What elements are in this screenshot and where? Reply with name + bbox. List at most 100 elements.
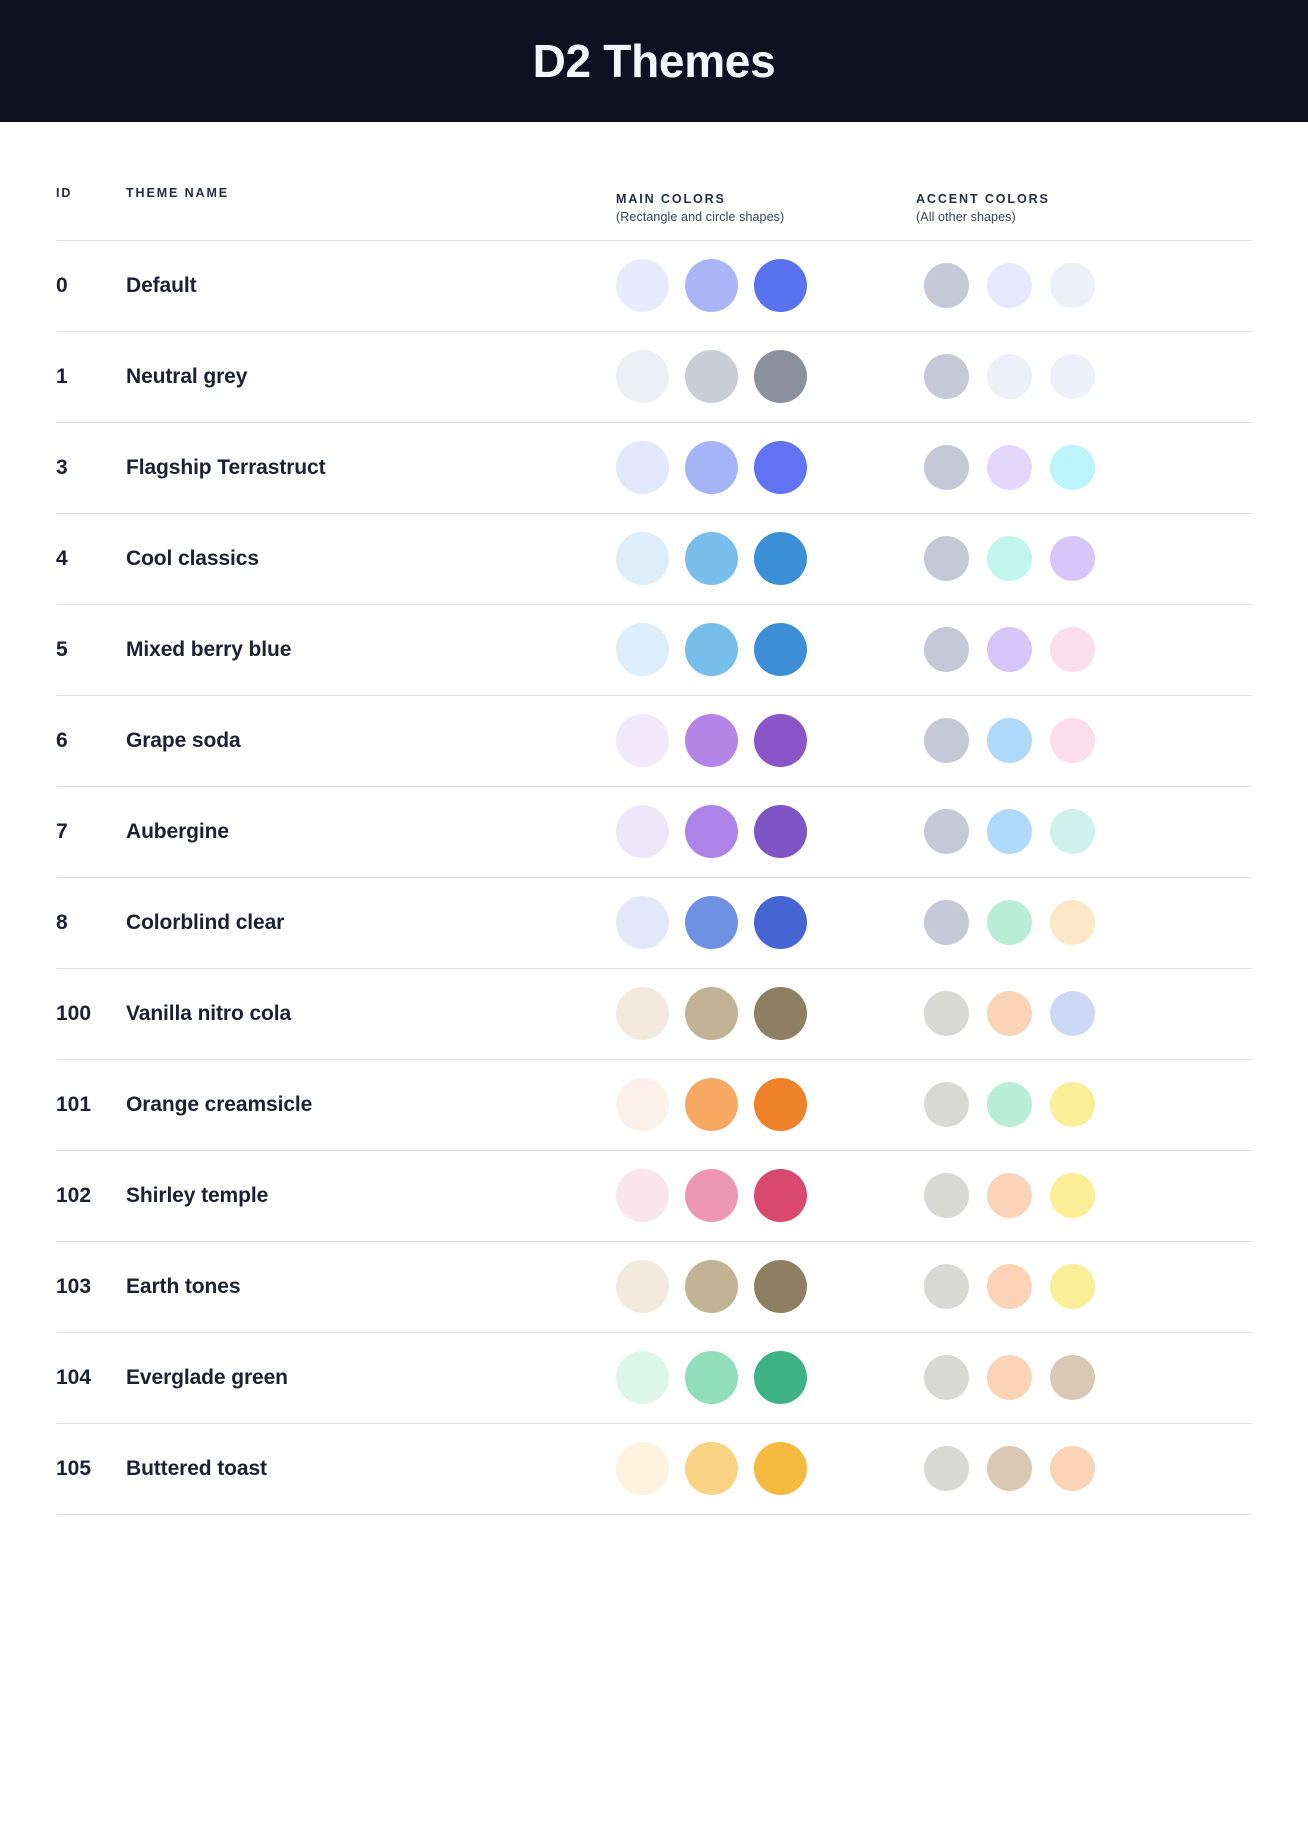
theme-name-label: Everglade green — [126, 1365, 288, 1389]
accent-color-swatch-3 — [1050, 1173, 1095, 1218]
accent-color-swatches — [916, 445, 1252, 490]
page-title: D2 Themes — [532, 35, 776, 87]
accent-colors-cell — [916, 1241, 1252, 1333]
table-row[interactable]: 7 Aubergine — [56, 786, 1252, 878]
table-row[interactable]: 104 Everglade green — [56, 1332, 1252, 1424]
theme-name-label: Mixed berry blue — [126, 637, 292, 661]
theme-name-label: Shirley temple — [126, 1183, 269, 1207]
column-header-name-label: THEME NAME — [126, 185, 230, 200]
theme-id-cell: 6 — [56, 695, 126, 787]
main-color-swatches — [616, 259, 916, 312]
accent-color-swatch-1 — [924, 1173, 969, 1218]
main-color-swatches — [616, 1351, 916, 1404]
accent-color-swatches — [916, 1355, 1252, 1400]
main-color-swatch-2 — [685, 896, 738, 949]
table-row[interactable]: 1 Neutral grey — [56, 331, 1252, 423]
table-row[interactable]: 101 Orange creamsicle — [56, 1059, 1252, 1151]
theme-id-label: 104 — [56, 1365, 92, 1389]
accent-color-swatch-2 — [987, 1173, 1032, 1218]
main-color-swatch-3 — [754, 714, 807, 767]
main-color-swatch-3 — [754, 896, 807, 949]
table-row[interactable]: 105 Buttered toast — [56, 1423, 1252, 1515]
table-row[interactable]: 102 Shirley temple — [56, 1150, 1252, 1242]
main-color-swatch-3 — [754, 1442, 807, 1495]
accent-color-swatch-3 — [1050, 991, 1095, 1036]
accent-color-swatch-1 — [924, 900, 969, 945]
theme-id-label: 7 — [56, 819, 68, 843]
main-color-swatch-3 — [754, 987, 807, 1040]
theme-id-label: 6 — [56, 728, 68, 752]
theme-name-cell: Buttered toast — [126, 1423, 616, 1515]
main-color-swatch-2 — [685, 350, 738, 403]
theme-name-label: Buttered toast — [126, 1456, 267, 1480]
table-row[interactable]: 3 Flagship Terrastruct — [56, 422, 1252, 514]
accent-colors-cell — [916, 513, 1252, 605]
table-row[interactable]: 0 Default — [56, 240, 1252, 332]
theme-id-cell: 100 — [56, 968, 126, 1060]
main-colors-cell — [616, 1059, 916, 1151]
theme-id-cell: 4 — [56, 513, 126, 605]
main-colors-cell — [616, 513, 916, 605]
theme-name-cell: Aubergine — [126, 786, 616, 878]
main-colors-cell — [616, 1332, 916, 1424]
table-row[interactable]: 100 Vanilla nitro cola — [56, 968, 1252, 1060]
main-color-swatch-1 — [616, 1442, 669, 1495]
accent-color-swatch-1 — [924, 445, 969, 490]
accent-color-swatches — [916, 536, 1252, 581]
main-colors-cell — [616, 331, 916, 423]
table-row[interactable]: 103 Earth tones — [56, 1241, 1252, 1333]
table-row[interactable]: 5 Mixed berry blue — [56, 604, 1252, 696]
theme-name-label: Cool classics — [126, 546, 259, 570]
column-header-id-label: ID — [56, 185, 73, 200]
table-row[interactable]: 6 Grape soda — [56, 695, 1252, 787]
theme-id-label: 3 — [56, 455, 68, 479]
themes-sheet: ID THEME NAME MAIN COLORS (Rectangle and… — [0, 122, 1308, 1515]
table-row[interactable]: 8 Colorblind clear — [56, 877, 1252, 969]
main-color-swatch-2 — [685, 714, 738, 767]
main-colors-cell — [616, 786, 916, 878]
theme-name-cell: Cool classics — [126, 513, 616, 605]
theme-name-cell: Colorblind clear — [126, 877, 616, 969]
accent-color-swatch-3 — [1050, 718, 1095, 763]
accent-color-swatch-1 — [924, 536, 969, 581]
main-color-swatch-1 — [616, 1351, 669, 1404]
accent-color-swatch-2 — [987, 627, 1032, 672]
accent-color-swatch-2 — [987, 354, 1032, 399]
accent-color-swatch-2 — [987, 536, 1032, 581]
theme-id-label: 5 — [56, 637, 68, 661]
main-colors-cell — [616, 240, 916, 332]
column-header-main-colors: MAIN COLORS (Rectangle and circle shapes… — [616, 122, 916, 241]
theme-name-label: Grape soda — [126, 728, 241, 752]
main-colors-cell — [616, 695, 916, 787]
accent-color-swatches — [916, 1082, 1252, 1127]
theme-name-cell: Everglade green — [126, 1332, 616, 1424]
accent-color-swatch-3 — [1050, 1446, 1095, 1491]
accent-colors-cell — [916, 1423, 1252, 1515]
accent-color-swatch-1 — [924, 809, 969, 854]
theme-name-cell: Neutral grey — [126, 331, 616, 423]
column-header-name: THEME NAME — [126, 122, 616, 241]
theme-name-label: Orange creamsicle — [126, 1092, 313, 1116]
main-color-swatch-3 — [754, 1169, 807, 1222]
main-color-swatch-3 — [754, 1351, 807, 1404]
accent-color-swatch-3 — [1050, 1355, 1095, 1400]
accent-color-swatch-1 — [924, 354, 969, 399]
main-color-swatch-3 — [754, 623, 807, 676]
theme-id-cell: 7 — [56, 786, 126, 878]
main-color-swatch-1 — [616, 623, 669, 676]
table-row[interactable]: 4 Cool classics — [56, 513, 1252, 605]
main-color-swatch-2 — [685, 987, 738, 1040]
table-body: 0 Default 1 Neutral grey 3 Flagship Terrastru… — [56, 240, 1252, 1515]
main-color-swatch-1 — [616, 350, 669, 403]
main-color-swatch-3 — [754, 805, 807, 858]
main-color-swatch-3 — [754, 1078, 807, 1131]
main-colors-cell — [616, 1150, 916, 1242]
theme-name-label: Neutral grey — [126, 364, 248, 388]
accent-color-swatch-1 — [924, 1446, 969, 1491]
accent-color-swatch-2 — [987, 809, 1032, 854]
accent-color-swatch-3 — [1050, 809, 1095, 854]
accent-colors-cell — [916, 604, 1252, 696]
accent-colors-cell — [916, 695, 1252, 787]
column-header-accent-colors-label: ACCENT COLORS — [916, 191, 1050, 206]
accent-color-swatches — [916, 263, 1252, 308]
